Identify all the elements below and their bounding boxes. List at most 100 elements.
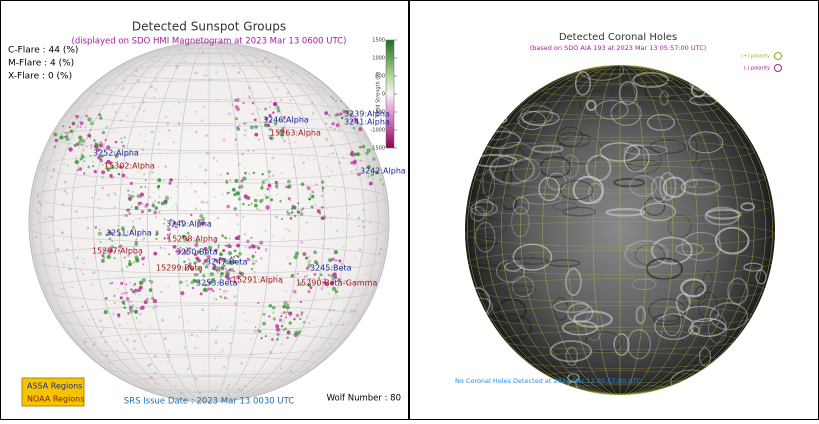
field-speck <box>306 222 308 224</box>
field-patch <box>353 127 355 129</box>
field-patch <box>153 211 157 215</box>
field-speck <box>123 136 126 139</box>
field-speck <box>121 268 124 271</box>
field-patch <box>236 191 240 195</box>
field-speck <box>204 370 206 372</box>
field-patch <box>124 306 127 309</box>
field-patch <box>238 239 240 241</box>
field-speck <box>48 236 50 238</box>
field-patch <box>192 287 195 290</box>
field-speck <box>93 319 94 320</box>
field-patch <box>264 107 267 110</box>
field-patch <box>153 252 157 256</box>
field-patch <box>169 178 173 182</box>
field-speck <box>113 192 115 194</box>
field-speck <box>362 226 365 229</box>
field-speck <box>191 334 194 337</box>
field-speck <box>347 163 348 164</box>
field-speck <box>196 335 198 337</box>
field-speck <box>253 371 254 372</box>
field-speck <box>165 248 166 249</box>
field-speck <box>117 350 119 352</box>
field-speck <box>201 201 204 204</box>
field-patch <box>219 289 221 291</box>
field-speck <box>307 158 308 159</box>
field-speck <box>302 161 305 164</box>
field-speck <box>71 286 73 288</box>
field-speck <box>155 58 156 59</box>
field-patch <box>221 275 223 277</box>
field-speck <box>220 174 222 176</box>
field-speck <box>158 131 159 132</box>
field-speck <box>291 106 292 107</box>
field-patch <box>321 217 324 220</box>
field-speck <box>146 295 147 296</box>
field-speck <box>147 150 148 151</box>
field-speck <box>241 389 243 391</box>
field-patch <box>80 126 82 128</box>
field-patch <box>149 280 150 281</box>
field-speck <box>216 326 218 328</box>
field-speck <box>144 82 145 83</box>
field-speck <box>274 108 276 110</box>
field-speck <box>87 137 89 139</box>
field-speck <box>154 200 156 202</box>
field-patch <box>255 260 257 262</box>
field-speck <box>311 190 314 193</box>
field-patch <box>273 102 277 106</box>
field-speck <box>191 183 193 185</box>
field-speck <box>225 128 226 129</box>
field-patch <box>218 244 220 246</box>
field-speck <box>247 254 248 255</box>
field-speck <box>357 223 358 224</box>
field-speck <box>259 209 261 211</box>
field-speck <box>63 163 65 165</box>
colorbar-tick-label: 1500 <box>372 38 385 44</box>
field-speck <box>116 341 118 343</box>
field-patch <box>199 214 203 218</box>
field-speck <box>175 385 177 387</box>
field-speck <box>54 184 56 186</box>
field-speck <box>133 106 135 108</box>
field-speck <box>78 147 80 149</box>
field-patch <box>296 314 299 317</box>
field-speck <box>267 135 268 136</box>
field-patch <box>126 292 127 293</box>
field-speck <box>226 290 228 292</box>
field-speck <box>145 129 146 130</box>
field-speck <box>333 309 336 312</box>
field-speck <box>247 149 250 152</box>
field-patch <box>75 160 79 164</box>
field-speck <box>214 298 216 300</box>
noaa-region-label: 15298:Alpha <box>167 235 218 244</box>
field-patch <box>130 288 132 290</box>
field-patch <box>127 189 129 191</box>
field-speck <box>205 134 208 137</box>
field-speck <box>248 95 251 98</box>
field-speck <box>326 167 327 168</box>
field-patch <box>122 301 125 304</box>
field-speck <box>378 193 379 194</box>
field-patch <box>306 267 309 270</box>
field-patch <box>244 172 247 175</box>
field-patch <box>294 331 298 335</box>
field-patch <box>76 143 78 145</box>
noaa-region-label: 15291:Alpha <box>232 276 283 285</box>
field-patch <box>117 313 120 316</box>
field-patch <box>55 139 58 142</box>
field-patch <box>83 172 85 174</box>
field-patch <box>331 96 332 97</box>
field-patch <box>260 186 263 189</box>
field-speck <box>45 218 47 220</box>
field-patch <box>139 218 140 219</box>
field-speck <box>132 261 135 264</box>
field-patch <box>203 288 207 292</box>
field-patch <box>69 131 71 133</box>
field-patch <box>219 270 221 272</box>
field-speck <box>88 319 90 321</box>
field-speck <box>343 309 345 311</box>
field-speck <box>328 176 330 178</box>
field-speck <box>102 187 105 190</box>
field-speck <box>306 87 308 89</box>
field-speck <box>188 258 190 260</box>
